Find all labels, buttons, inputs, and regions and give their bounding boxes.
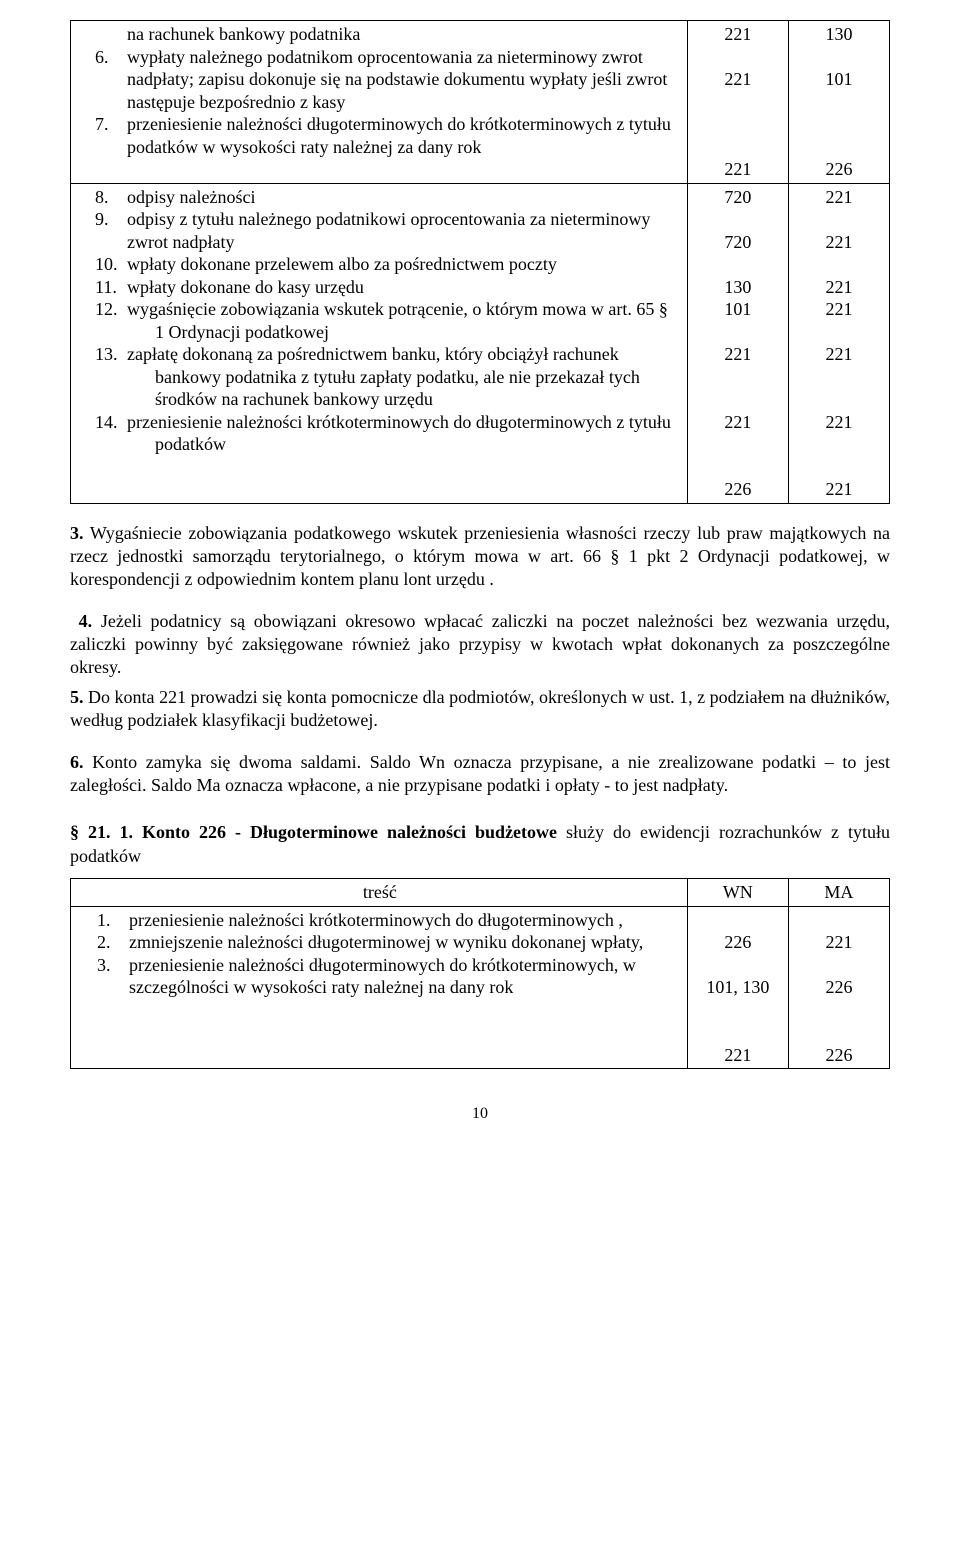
para-text: Wygaśniecie zobowiązania podatkowego wsk…	[70, 523, 890, 590]
wn-value: 221	[694, 411, 782, 434]
list-number: 14.	[77, 411, 127, 434]
table-221: na rachunek bankowy podatnika 6. wypłaty…	[70, 20, 890, 504]
list-text: zapłatę dokonaną za pośrednictwem banku,…	[127, 343, 681, 411]
list-text: przeniesienie należności krótkoterminowy…	[127, 411, 681, 456]
wn-value: 101	[694, 298, 782, 321]
wn-value: 720	[694, 186, 782, 209]
table-header-row: treść WN MA	[71, 879, 890, 907]
list-number: 6.	[77, 46, 127, 69]
ma-value: 221	[795, 478, 883, 501]
list-number: 9.	[77, 208, 127, 231]
section-21-head: § 21. 1. Konto 226 - Długoterminowe nale…	[70, 821, 890, 868]
list-number: 12.	[77, 298, 127, 321]
list-number: 11.	[77, 276, 127, 299]
list-text: odpisy należności	[127, 186, 681, 209]
page-root: na rachunek bankowy podatnika 6. wypłaty…	[0, 0, 960, 1163]
para-4: 4. Jeżeli podatnicy są obowiązani okreso…	[70, 610, 890, 680]
wn-value: 221	[694, 158, 782, 181]
col-header: WN	[687, 879, 788, 907]
wn-value: 130	[694, 276, 782, 299]
list-text: wpłaty dokonane do kasy urzędu	[127, 276, 681, 299]
para-lead: 4.	[79, 611, 93, 631]
list-text: odpisy z tytułu należnego podatnikowi op…	[127, 208, 681, 253]
ma-value: 221	[795, 276, 883, 299]
table-row: 1. przeniesienie należności krótkotermin…	[71, 906, 890, 1069]
para-lead: 6.	[70, 752, 84, 772]
list-text: przeniesienie należności krótkoterminowy…	[129, 909, 681, 932]
wn-value: 101, 130	[694, 976, 782, 999]
para-lead: 5.	[70, 687, 84, 707]
list-number: 8.	[77, 186, 127, 209]
list-text: przeniesienie należności długoterminowyc…	[127, 113, 681, 158]
para-text: Konto zamyka się dwoma saldami. Saldo Wn…	[70, 752, 890, 795]
page-number: 10	[70, 1105, 890, 1123]
section-lead: § 21. 1. Konto 226 - Długoterminowe nale…	[70, 822, 557, 842]
list-text: wygaśnięcie zobowiązania wskutek potrące…	[127, 298, 681, 343]
list-number: 10.	[77, 253, 127, 276]
list-text: wpłaty dokonane przelewem albo za pośred…	[127, 253, 681, 276]
list-text: zmniejszenie należności długoterminowej …	[129, 931, 681, 954]
list-number: 2.	[79, 931, 129, 954]
wn-value: 226	[694, 478, 782, 501]
wn-value: 720	[694, 231, 782, 254]
table-226: treść WN MA 1. przeniesienie należności …	[70, 878, 890, 1069]
ma-value: 221	[795, 298, 883, 321]
ma-value: 221	[795, 343, 883, 366]
ma-value: 226	[795, 976, 883, 999]
list-number: 3.	[79, 954, 129, 977]
table-row: 8. odpisy należności 9. odpisy z tytułu …	[71, 183, 890, 503]
list-number: 7.	[77, 113, 127, 136]
ma-value: 101	[795, 68, 883, 91]
list-number: 1.	[79, 909, 129, 932]
wn-value: 221	[694, 68, 782, 91]
wn-value: 221	[694, 23, 782, 46]
para-5: 5. Do konta 221 prowadzi się konta pomoc…	[70, 686, 890, 733]
wn-value: 221	[694, 1044, 782, 1067]
list-text: przeniesienie należności długoterminowyc…	[129, 954, 681, 999]
col-header: treść	[71, 879, 688, 907]
table-row: na rachunek bankowy podatnika 6. wypłaty…	[71, 21, 890, 184]
wn-value: 221	[694, 343, 782, 366]
ma-value: 226	[795, 158, 883, 181]
list-text: na rachunek bankowy podatnika	[127, 23, 681, 46]
para-lead: 3.	[70, 523, 84, 543]
ma-value: 221	[795, 186, 883, 209]
list-number: 13.	[77, 343, 127, 366]
ma-value: 221	[795, 411, 883, 434]
para-3: 3. Wygaśniecie zobowiązania podatkowego …	[70, 522, 890, 592]
list-text: wypłaty należnego podatnikom oprocentowa…	[127, 46, 681, 114]
ma-value: 221	[795, 231, 883, 254]
wn-value: 226	[694, 931, 782, 954]
ma-value: 221	[795, 931, 883, 954]
para-6: 6. Konto zamyka się dwoma saldami. Saldo…	[70, 751, 890, 798]
ma-value: 226	[795, 1044, 883, 1067]
para-text: Do konta 221 prowadzi się konta pomocnic…	[70, 687, 890, 730]
col-header: MA	[788, 879, 889, 907]
para-text: Jeżeli podatnicy są obowiązani okresowo …	[70, 611, 890, 678]
ma-value: 130	[795, 23, 883, 46]
